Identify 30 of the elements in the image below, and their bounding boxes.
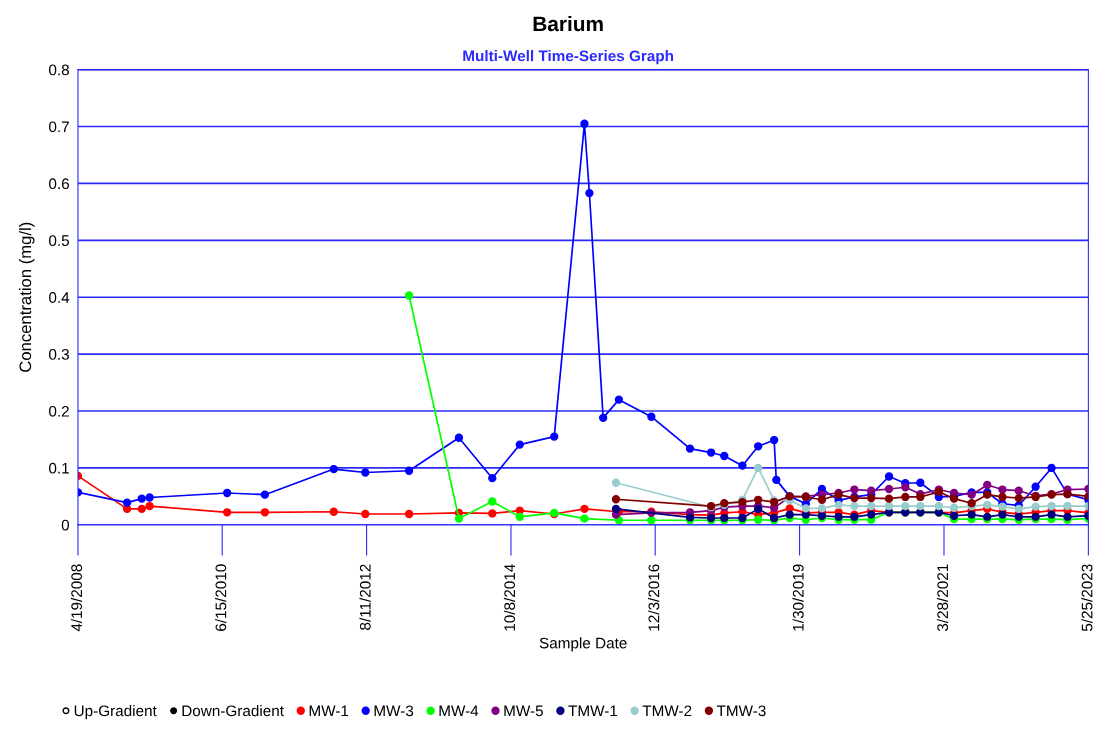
legend-label: MW-1 (309, 705, 349, 717)
y-tick-label: 0.8 (49, 64, 69, 76)
y-tick-label: 0.5 (49, 235, 70, 247)
x-tick-label: 1/30/2019 (792, 564, 804, 631)
x-tick-label: 5/25/2023 (1081, 564, 1093, 632)
x-tick-label: 8/11/2012 (359, 564, 371, 630)
legend-label: TMW-3 (716, 705, 766, 717)
x-tick-label: 10/8/2014 (503, 564, 516, 631)
y-tick-label: 0.7 (49, 121, 69, 133)
text: Up-Gradient (74, 705, 157, 720)
x-tick-label: 3/28/2021 (936, 564, 949, 632)
chart-title: Barium (533, 15, 603, 32)
x-tick-label: 6/15/2010 (215, 564, 227, 631)
x-axis-title: Sample Date (539, 637, 627, 652)
legend-label: MW-5 (504, 705, 543, 717)
legend-label: TMW-2 (642, 705, 692, 717)
y-tick-label: 0.2 (49, 405, 69, 417)
y-tick-label: 0.6 (49, 178, 69, 190)
y-axis-title: Concentration (mg/l) (18, 222, 35, 372)
legend-label: TMW-1 (568, 705, 618, 717)
y-tick-label: 0.3 (49, 349, 69, 360)
x-tick-label: 4/19/2008 (70, 564, 83, 632)
y-tick-label: 0.4 (49, 292, 70, 303)
x-tick-label: 12/3/2016 (648, 564, 660, 631)
legend-label: MW-4 (439, 705, 479, 717)
text: Down-Gradient (182, 705, 284, 717)
chart-subtitle: Multi-Well Time-Series Graph (463, 50, 674, 65)
y-tick-label: 0 (61, 519, 70, 531)
y-tick-label: 0.1 (49, 462, 69, 474)
legend-label: MW-3 (374, 705, 414, 717)
